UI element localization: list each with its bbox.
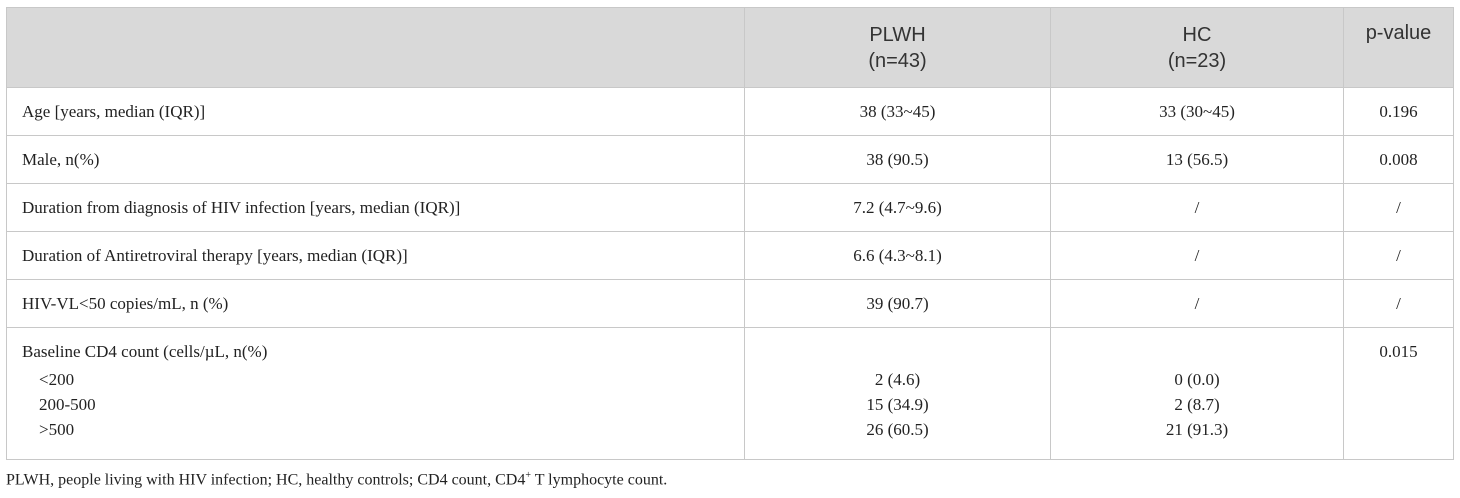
- cd4-plwh-cell: 2 (4.6) 15 (34.9) 26 (60.5): [744, 327, 1051, 460]
- p-value: /: [1343, 183, 1454, 232]
- table-header: PLWH (n=43) HC (n=23) p-value: [6, 7, 1454, 88]
- plwh-value: 26 (60.5): [866, 420, 929, 439]
- cd4-hc-cell: 0 (0.0) 2 (8.7) 21 (91.3): [1050, 327, 1344, 460]
- hc-value: 21 (91.3): [1165, 420, 1229, 439]
- baseline-characteristics-table: PLWH (n=43) HC (n=23) p-value Age [years…: [6, 7, 1454, 460]
- plwh-value: 15 (34.9): [866, 395, 929, 414]
- table-footnote: PLWH, people living with HIV infection; …: [6, 470, 667, 489]
- header-characteristic: [6, 7, 745, 88]
- row-label: Male, n(%): [6, 135, 745, 184]
- header-plwh-name: PLWH: [869, 24, 926, 46]
- p-value: /: [1343, 279, 1454, 328]
- table-row: HIV-VL<50 copies/mL, n (%) 39 (90.7) / /: [6, 279, 1454, 328]
- cd4-subrow-label: >500: [39, 420, 75, 439]
- p-value: 0.015: [1379, 342, 1418, 361]
- hc-value: 2 (8.7): [1174, 395, 1220, 414]
- table-row: Age [years, median (IQR)] 38 (33~45) 33 …: [6, 87, 1454, 136]
- row-label: Age [years, median (IQR)]: [6, 87, 745, 136]
- cd4-row-label: Baseline CD4 count (cells/µL, n(%): [22, 342, 268, 361]
- cd4-count-row: Baseline CD4 count (cells/µL, n(%) <200 …: [6, 327, 1454, 460]
- cd4-label-cell: Baseline CD4 count (cells/µL, n(%) <200 …: [6, 327, 745, 460]
- header-hc: HC (n=23): [1050, 7, 1344, 88]
- header-p-value: p-value: [1343, 7, 1454, 88]
- header-row: PLWH (n=43) HC (n=23) p-value: [6, 7, 1454, 88]
- row-label: HIV-VL<50 copies/mL, n (%): [6, 279, 745, 328]
- row-label: Duration from diagnosis of HIV infection…: [6, 183, 745, 232]
- hc-value: 33 (30~45): [1050, 87, 1344, 136]
- header-plwh-n: (n=43): [868, 50, 927, 72]
- footnote-text: PLWH, people living with HIV infection; …: [6, 471, 526, 489]
- hc-value: 13 (56.5): [1050, 135, 1344, 184]
- cd4-subrow-label: <200: [39, 370, 75, 389]
- header-plwh: PLWH (n=43): [744, 7, 1051, 88]
- plwh-value: 38 (90.5): [744, 135, 1051, 184]
- table-row: Duration of Antiretroviral therapy [year…: [6, 231, 1454, 280]
- hc-value: /: [1050, 183, 1344, 232]
- plwh-value: 38 (33~45): [744, 87, 1051, 136]
- cd4-p-cell: 0.015: [1343, 327, 1454, 460]
- plwh-value: 7.2 (4.7~9.6): [744, 183, 1051, 232]
- p-value: 0.196: [1343, 87, 1454, 136]
- hc-value: /: [1050, 279, 1344, 328]
- p-value: 0.008: [1343, 135, 1454, 184]
- plwh-value: 2 (4.6): [874, 370, 921, 389]
- row-label: Duration of Antiretroviral therapy [year…: [6, 231, 745, 280]
- header-hc-name: HC: [1182, 24, 1212, 46]
- footnote-superscript: +: [525, 470, 531, 481]
- plwh-value: 6.6 (4.3~8.1): [744, 231, 1051, 280]
- table-body: Age [years, median (IQR)] 38 (33~45) 33 …: [6, 87, 1454, 460]
- header-hc-n: (n=23): [1167, 50, 1227, 72]
- plwh-value: 39 (90.7): [744, 279, 1051, 328]
- hc-value: /: [1050, 231, 1344, 280]
- table-row: Duration from diagnosis of HIV infection…: [6, 183, 1454, 232]
- cd4-subrow-label: 200-500: [39, 395, 96, 414]
- hc-value: 0 (0.0): [1174, 370, 1220, 389]
- p-value: /: [1343, 231, 1454, 280]
- table-row: Male, n(%) 38 (90.5) 13 (56.5) 0.008: [6, 135, 1454, 184]
- footnote-text-end: T lymphocyte count.: [530, 471, 668, 489]
- header-p-value-label: p-value: [1365, 22, 1432, 44]
